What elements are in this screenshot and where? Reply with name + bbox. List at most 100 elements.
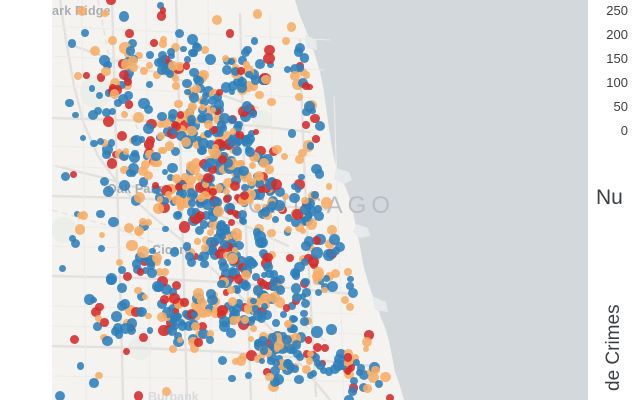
crime-dot[interactable]	[201, 211, 211, 221]
crime-dot[interactable]	[240, 217, 248, 225]
crime-dot[interactable]	[94, 314, 102, 322]
crime-dot[interactable]	[60, 171, 70, 182]
crime-dot[interactable]	[238, 210, 247, 219]
crime-dot[interactable]	[188, 91, 200, 103]
crime-dot[interactable]	[197, 114, 206, 122]
crime-dot[interactable]	[212, 233, 224, 245]
crime-dot[interactable]	[151, 151, 161, 162]
crime-dot[interactable]	[198, 103, 207, 112]
crime-dot[interactable]	[274, 297, 286, 308]
crime-dot[interactable]	[128, 151, 140, 164]
crime-dot[interactable]	[156, 298, 168, 310]
crime-dot[interactable]	[234, 299, 244, 308]
crime-dot[interactable]	[159, 146, 168, 155]
crime-dot[interactable]	[264, 281, 272, 290]
crime-dot[interactable]	[198, 309, 208, 319]
crime-dot[interactable]	[386, 393, 395, 400]
crime-dot[interactable]	[156, 11, 167, 21]
crime-dot[interactable]	[259, 292, 271, 304]
crime-dot[interactable]	[138, 177, 149, 187]
crime-dot[interactable]	[294, 185, 302, 193]
crime-dot[interactable]	[211, 196, 223, 207]
crime-dot[interactable]	[298, 149, 307, 158]
crime-dot[interactable]	[87, 109, 99, 121]
crime-dot[interactable]	[199, 191, 210, 202]
crime-dot[interactable]	[216, 219, 226, 229]
crime-dot[interactable]	[345, 302, 355, 312]
crime-dot[interactable]	[267, 228, 276, 238]
crime-dot[interactable]	[145, 81, 153, 89]
crime-dot[interactable]	[287, 129, 297, 138]
crime-dot[interactable]	[281, 192, 289, 201]
crime-dot[interactable]	[302, 288, 311, 297]
crime-dot[interactable]	[165, 191, 173, 198]
crime-dot[interactable]	[156, 196, 164, 203]
crime-dot[interactable]	[240, 281, 251, 292]
crime-dot[interactable]	[312, 271, 324, 283]
crime-dot[interactable]	[58, 264, 67, 273]
crime-dot[interactable]	[331, 246, 341, 256]
crime-dot[interactable]	[315, 289, 323, 297]
crime-dot[interactable]	[180, 120, 191, 132]
crime-dot[interactable]	[188, 119, 201, 131]
crime-dot[interactable]	[191, 157, 202, 169]
crime-dot[interactable]	[205, 336, 214, 345]
crime-dot[interactable]	[253, 203, 261, 211]
crime-dot[interactable]	[301, 278, 310, 287]
crime-dot[interactable]	[167, 163, 178, 174]
crime-dot[interactable]	[380, 371, 392, 383]
crime-dot[interactable]	[323, 249, 335, 261]
crime-dot[interactable]	[191, 300, 202, 311]
crime-dot[interactable]	[352, 358, 361, 367]
crime-dot[interactable]	[188, 48, 197, 58]
crime-dot[interactable]	[219, 124, 227, 132]
crime-dot[interactable]	[315, 169, 325, 179]
crime-dot[interactable]	[145, 312, 153, 320]
crime-dot[interactable]	[308, 255, 320, 267]
crime-dot[interactable]	[225, 29, 234, 38]
crime-dot[interactable]	[320, 343, 329, 352]
crime-dot[interactable]	[262, 262, 273, 273]
crime-dot[interactable]	[290, 218, 300, 228]
crime-dot[interactable]	[160, 117, 171, 129]
crime-dot[interactable]	[289, 63, 300, 75]
crime-dot[interactable]	[143, 122, 154, 134]
crime-dot[interactable]	[204, 130, 212, 138]
crime-dot[interactable]	[137, 292, 147, 302]
crime-dot[interactable]	[194, 181, 206, 193]
crime-dot[interactable]	[247, 177, 256, 187]
crime-dot[interactable]	[325, 239, 336, 249]
crime-dot[interactable]	[229, 315, 239, 326]
crime-dot[interactable]	[226, 253, 238, 264]
crime-dot[interactable]	[305, 336, 313, 344]
crime-dot[interactable]	[173, 332, 182, 341]
crime-dot[interactable]	[196, 199, 205, 209]
crime-dot[interactable]	[231, 285, 240, 294]
crime-dot[interactable]	[106, 0, 116, 6]
crime-dot[interactable]	[64, 98, 74, 108]
crime-dot[interactable]	[231, 357, 239, 365]
crime-dot[interactable]	[119, 11, 130, 22]
crime-dot[interactable]	[126, 46, 136, 56]
crime-dot[interactable]	[109, 84, 116, 91]
crime-dot[interactable]	[233, 273, 244, 284]
crime-dot[interactable]	[142, 293, 149, 301]
crime-dot[interactable]	[209, 106, 217, 114]
crime-dot[interactable]	[253, 228, 262, 237]
crime-dot[interactable]	[186, 187, 196, 196]
crime-dot[interactable]	[235, 131, 245, 140]
crime-dot[interactable]	[159, 40, 167, 48]
crime-dot[interactable]	[215, 129, 224, 138]
crime-dot[interactable]	[156, 312, 167, 323]
crime-dot[interactable]	[255, 145, 266, 157]
crime-dot[interactable]	[160, 196, 170, 206]
crime-dot[interactable]	[221, 269, 231, 279]
crime-dot[interactable]	[165, 295, 173, 302]
crime-dot[interactable]	[294, 179, 305, 190]
crime-dot[interactable]	[362, 336, 373, 347]
crime-dot[interactable]	[226, 136, 238, 147]
crime-dot[interactable]	[262, 367, 272, 377]
crime-dot[interactable]	[122, 271, 132, 281]
crime-dot[interactable]	[169, 288, 177, 296]
crime-dot[interactable]	[138, 332, 148, 342]
